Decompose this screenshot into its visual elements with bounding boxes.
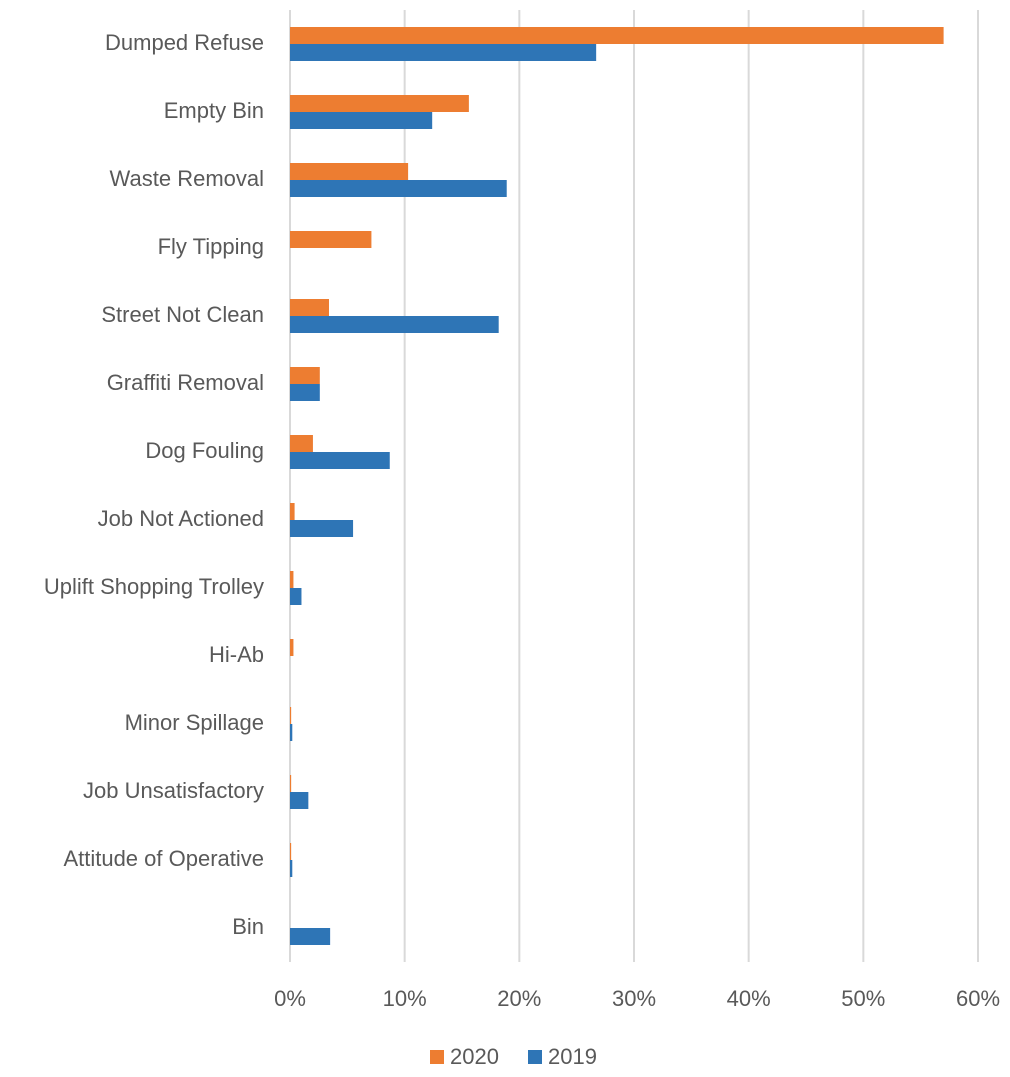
bar [290,316,499,333]
y-tick-label: Dumped Refuse [105,30,264,55]
bar [290,112,433,129]
x-tick-label: 60% [956,986,1000,1011]
bar [290,639,294,656]
bar [290,95,469,112]
y-tick-label: Dog Fouling [145,438,264,463]
bar [290,299,329,316]
bar [290,163,409,180]
bar [290,588,302,605]
y-tick-label: Empty Bin [164,98,264,123]
y-tick-label: Graffiti Removal [107,370,264,395]
y-tick-label: Uplift Shopping Trolley [44,574,264,599]
legend-label: 2020 [450,1044,499,1069]
bar [290,503,295,520]
x-tick-label: 0% [274,986,306,1011]
y-tick-label: Fly Tipping [158,234,264,259]
x-tick-label: 30% [612,986,656,1011]
bar [290,843,292,860]
bar [290,231,372,248]
y-tick-label: Minor Spillage [125,710,264,735]
bar [290,724,293,741]
bar [290,571,294,588]
y-tick-label: Job Not Actioned [98,506,264,531]
bar [290,452,390,469]
y-tick-label: Attitude of Operative [63,846,264,871]
bar [290,928,331,945]
bar [290,792,309,809]
bar [290,367,320,384]
bar [290,860,293,877]
y-tick-label: Bin [232,914,264,939]
y-tick-label: Waste Removal [110,166,264,191]
bar [290,44,597,61]
bar [290,180,507,197]
bar [290,707,292,724]
y-tick-label: Hi-Ab [209,642,264,667]
y-tick-label: Street Not Clean [101,302,264,327]
x-tick-label: 50% [841,986,885,1011]
legend-label: 2019 [548,1044,597,1069]
x-tick-label: 40% [727,986,771,1011]
bar [290,775,292,792]
bar [290,435,313,452]
y-tick-label: Job Unsatisfactory [83,778,264,803]
x-tick-label: 10% [383,986,427,1011]
bar [290,520,354,537]
bar [290,384,320,401]
legend-swatch [528,1050,542,1064]
x-tick-label: 20% [497,986,541,1011]
legend-swatch [430,1050,444,1064]
bar [290,27,944,44]
